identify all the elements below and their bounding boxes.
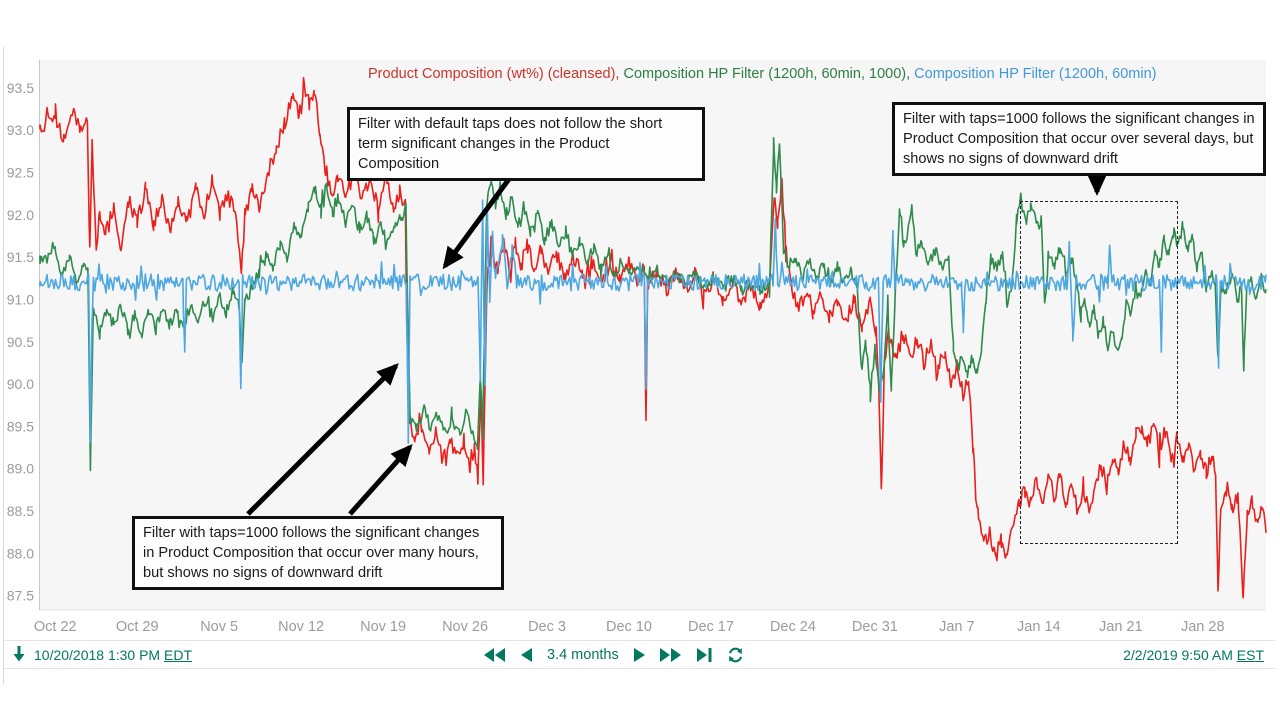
end-timezone-link[interactable]: EST (1236, 646, 1264, 663)
x-tick-label: Nov 19 (360, 619, 406, 635)
x-tick-label: Dec 17 (688, 619, 734, 635)
y-tick-label: 91.0 (7, 291, 34, 307)
callout-taps1000-hours: Filter with taps=1000 follows the signif… (132, 516, 504, 591)
y-tick-label: 88.5 (7, 503, 34, 519)
y-tick-label: 93.5 (7, 80, 34, 96)
step-back-large-button[interactable] (484, 647, 506, 662)
range-start-label: 10/20/2018 1:30 PM EDT (34, 646, 192, 663)
x-tick-label: Oct 22 (34, 619, 77, 635)
x-tick-label: Nov 5 (200, 619, 238, 635)
start-timezone-link[interactable]: EDT (164, 646, 192, 663)
series-line-1[interactable] (39, 77, 1267, 599)
step-forward-large-button[interactable] (659, 647, 682, 662)
legend-item-hp-filter-1000[interactable]: Composition HP Filter (1200h, 60min, 100… (623, 66, 911, 82)
series-line-2[interactable] (39, 137, 1267, 472)
legend-item-product-composition[interactable]: Product Composition (wt%) (cleansed), (368, 66, 620, 82)
x-tick-label: Dec 24 (770, 619, 816, 635)
x-tick-label: Oct 29 (116, 619, 159, 635)
legend-item-hp-filter-default[interactable]: Composition HP Filter (1200h, 60min) (914, 66, 1157, 82)
step-to-end-button[interactable] (696, 647, 712, 662)
display-range-duration[interactable]: 3.4 months (547, 646, 619, 663)
y-tick-label: 89.5 (7, 418, 34, 434)
y-tick-label: 90.0 (7, 376, 34, 392)
y-tick-label: 88.0 (7, 545, 34, 561)
x-tick-label: Jan 14 (1017, 619, 1061, 635)
y-tick-label: 92.0 (7, 207, 34, 223)
x-tick-label: Dec 10 (606, 619, 652, 635)
series-lines (39, 77, 1267, 599)
x-tick-label: Nov 26 (442, 619, 488, 635)
series-line-3[interactable] (39, 199, 1267, 444)
step-forward-button[interactable] (633, 647, 645, 662)
x-tick-label: Jan 28 (1181, 619, 1225, 635)
y-tick-label: 92.5 (7, 165, 34, 181)
range-start-arrow-icon (12, 645, 26, 665)
y-axis: 93.5 93.0 92.5 92.0 91.5 91.0 90.5 90.0 89.5 89.0… (7, 80, 34, 604)
time-range-toolbar: 10/20/2018 1:30 PM EDT 3.4 months (4, 640, 1276, 669)
callout-default-taps: Filter with default taps does not follow… (347, 107, 705, 182)
x-tick-label: Dec 3 (528, 619, 566, 635)
y-tick-label: 93.0 (7, 122, 34, 138)
x-tick-label: Jan 21 (1099, 619, 1143, 635)
y-tick-label: 91.5 (7, 249, 34, 265)
y-tick-label: 87.5 (7, 588, 34, 604)
auto-update-refresh-icon[interactable] (727, 647, 744, 663)
window-left-border (3, 47, 4, 684)
step-back-button[interactable] (521, 647, 532, 662)
x-tick-label: Dec 31 (852, 619, 898, 635)
x-tick-label: Nov 12 (278, 619, 324, 635)
y-tick-label: 89.0 (7, 461, 34, 477)
y-tick-label: 90.5 (7, 334, 34, 350)
x-axis: Oct 22 Oct 29 Nov 5 Nov 12 Nov 19 Nov 26 Dec 3… (34, 619, 1225, 635)
dashed-highlight-region (1020, 201, 1178, 544)
callout-taps1000-days: Filter with taps=1000 follows the signif… (892, 102, 1266, 177)
x-tick-label: Jan 7 (939, 619, 974, 635)
range-end-label: 2/2/2019 9:50 AM EST (1123, 646, 1264, 663)
legend: Product Composition (wt%) (cleansed), Co… (368, 66, 1156, 82)
